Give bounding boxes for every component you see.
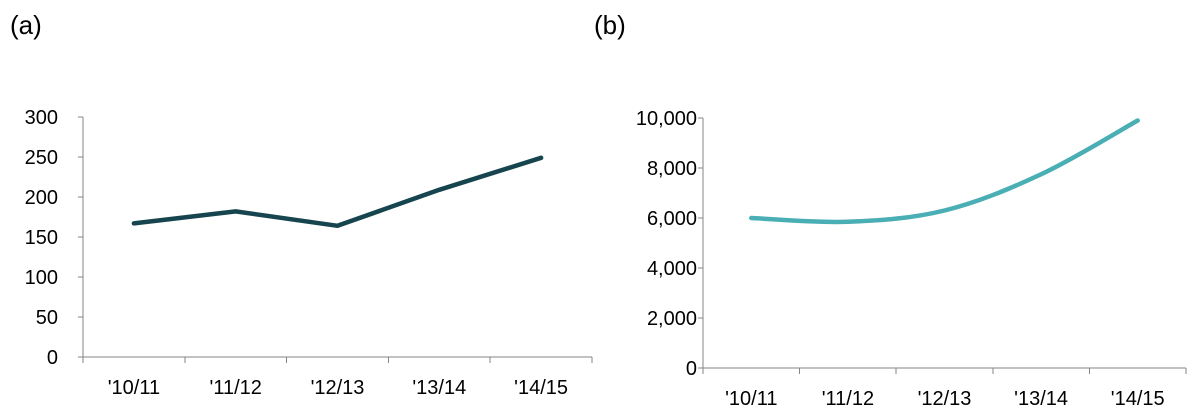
y-tick-label: 10,000 (636, 108, 697, 130)
x-tick-label: '14/15 (514, 377, 568, 399)
y-tick-label: 0 (686, 358, 697, 380)
y-tick-label: 6,000 (647, 208, 697, 230)
x-tick-label: '11/12 (822, 388, 874, 410)
chart-a: 0 50 100 150 200 250 300 '10/11 '11/12 '12/13 '13/… (25, 107, 593, 399)
series-line (131, 155, 544, 229)
x-tick-label: '13/14 (412, 377, 466, 399)
y-tick-label: 300 (25, 107, 58, 129)
chart-b: 0 2,000 4,000 6,000 8,000 10,000 '10/11 '11/12 '… (636, 108, 1187, 410)
y-tick-label: 4,000 (647, 258, 697, 280)
x-tick-label: '11/12 (210, 377, 262, 399)
x-tick-label: '14/15 (1111, 388, 1165, 410)
y-tick-label: 50 (36, 307, 58, 329)
x-tick-label: '10/11 (725, 388, 777, 410)
y-tick-label: 250 (25, 147, 58, 169)
x-tick-label: '13/14 (1014, 388, 1068, 410)
x-tick-label: '10/11 (108, 377, 160, 399)
panel-b-label: (b) (594, 10, 626, 40)
x-tick-label: '12/13 (918, 388, 972, 410)
x-tick-label: '12/13 (311, 377, 365, 399)
y-tick-label: 8,000 (647, 158, 697, 180)
y-tick-label: 2,000 (647, 308, 697, 330)
y-tick-label: 150 (25, 227, 58, 249)
y-tick-label: 0 (47, 347, 58, 369)
series-line (749, 118, 1140, 225)
y-tick-label: 100 (25, 267, 58, 289)
panel-a-label: (a) (10, 10, 42, 40)
y-tick-label: 200 (25, 187, 58, 209)
